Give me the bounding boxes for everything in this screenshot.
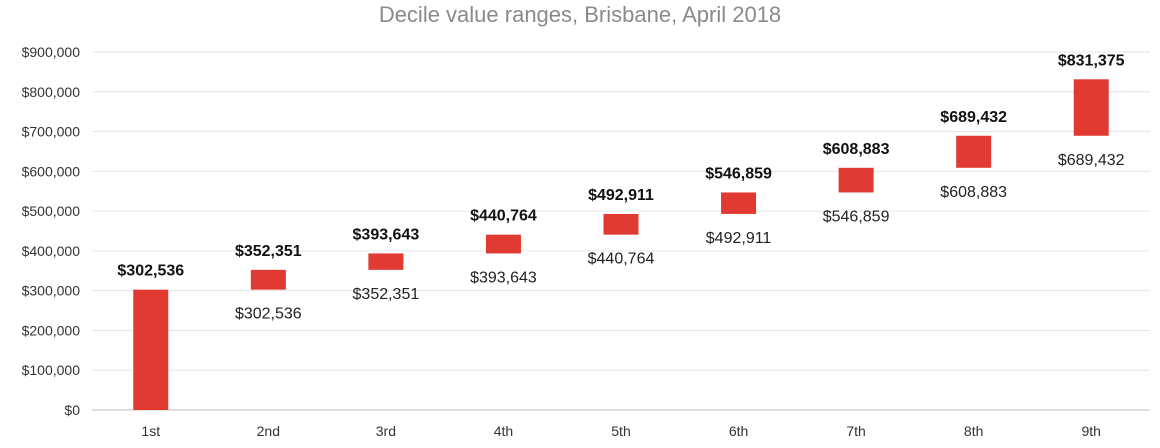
range-bar (485, 234, 521, 254)
x-tick-label: 8th (964, 423, 983, 439)
range-bar (368, 253, 404, 270)
high-value-label: $546,859 (705, 165, 772, 182)
low-value-label: $440,764 (588, 251, 655, 268)
low-value-label: $546,859 (823, 208, 890, 225)
y-tick-label: $700,000 (22, 124, 81, 140)
range-bar (250, 269, 286, 290)
x-tick-label: 4th (494, 423, 513, 439)
range-bar (603, 213, 639, 235)
low-value-label: $302,536 (235, 306, 302, 323)
x-tick-label: 6th (729, 423, 748, 439)
range-bar (721, 192, 757, 214)
high-value-label: $440,764 (470, 208, 537, 225)
x-tick-label: 9th (1081, 423, 1100, 439)
high-value-label: $831,375 (1058, 52, 1125, 69)
low-value-label: $608,883 (940, 184, 1007, 201)
low-value-label: $393,643 (470, 269, 537, 286)
low-value-label: $352,351 (353, 286, 420, 303)
high-value-label: $302,536 (117, 263, 184, 280)
high-value-label: $393,643 (353, 226, 420, 243)
x-tick-label: 1st (141, 423, 160, 439)
high-value-label: $492,911 (588, 187, 654, 204)
y-tick-label: $100,000 (22, 362, 81, 378)
x-tick-label: 7th (846, 423, 865, 439)
chart-title: Decile value ranges, Brisbane, April 201… (378, 2, 782, 27)
x-tick-label: 3rd (376, 423, 396, 439)
x-tick-label: 2nd (257, 423, 280, 439)
range-bar (1073, 79, 1109, 136)
y-tick-label: $800,000 (22, 84, 81, 100)
high-value-label: $608,883 (823, 141, 890, 158)
range-bar (956, 135, 992, 168)
low-value-label: $492,911 (706, 230, 772, 247)
high-value-label: $689,432 (940, 109, 1007, 126)
y-tick-label: $900,000 (22, 44, 81, 60)
y-tick-label: $400,000 (22, 243, 81, 259)
high-value-label: $352,351 (235, 243, 302, 260)
y-tick-label: $300,000 (22, 283, 81, 299)
y-tick-label: $0 (64, 402, 80, 418)
range-bar (133, 289, 169, 410)
range-bar (838, 167, 874, 193)
x-tick-label: 5th (611, 423, 630, 439)
y-tick-label: $200,000 (22, 322, 81, 338)
low-value-label: $689,432 (1058, 152, 1125, 169)
y-tick-label: $500,000 (22, 203, 81, 219)
y-tick-label: $600,000 (22, 163, 81, 179)
